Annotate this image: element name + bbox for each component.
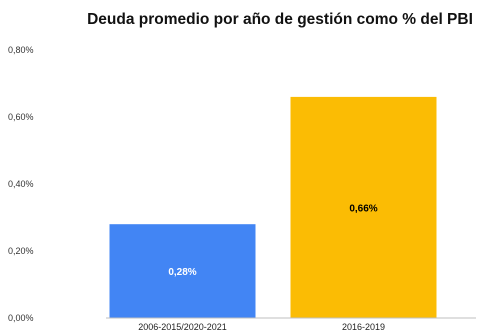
y-tick-label: 0,60%	[8, 112, 34, 122]
y-tick-label: 0,40%	[8, 179, 34, 189]
bar	[290, 96, 437, 319]
y-axis: 0,00% 0,20% 0,40% 0,60% 0,80%	[8, 45, 34, 323]
data-labels: 0,28% 0,66%	[168, 203, 377, 278]
data-label: 0,66%	[349, 203, 377, 214]
y-tick-label: 0,00%	[8, 313, 34, 323]
bar	[109, 224, 256, 318]
x-category-label: 2006-2015/2020-2021	[138, 322, 227, 332]
data-label: 0,28%	[168, 267, 196, 278]
bars	[109, 96, 437, 319]
x-category-label: 2016-2019	[342, 322, 385, 332]
y-tick-label: 0,80%	[8, 45, 34, 55]
x-axis: 2006-2015/2020-2021 2016-2019	[106, 317, 476, 332]
chart-title: Deuda promedio por año de gestión como %…	[87, 11, 473, 28]
y-tick-label: 0,20%	[8, 246, 34, 256]
